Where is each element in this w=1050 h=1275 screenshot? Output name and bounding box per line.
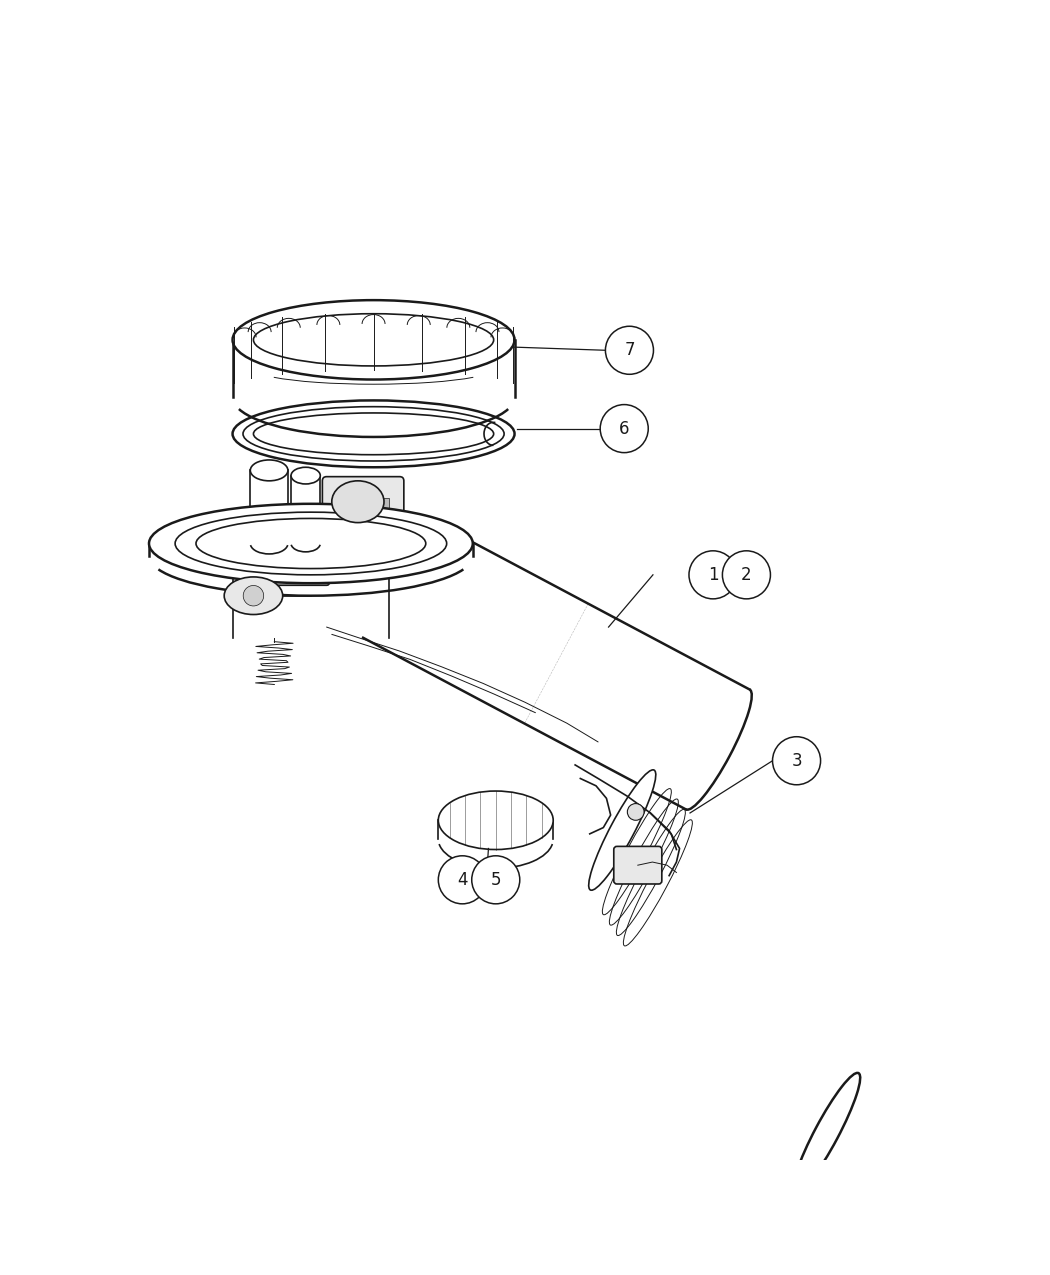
Text: 3: 3 — [792, 752, 802, 770]
Text: 5: 5 — [490, 871, 501, 889]
Ellipse shape — [291, 467, 320, 484]
Circle shape — [438, 856, 486, 904]
Ellipse shape — [793, 1072, 860, 1193]
Ellipse shape — [149, 504, 472, 583]
FancyBboxPatch shape — [322, 477, 404, 529]
Circle shape — [329, 557, 350, 578]
Ellipse shape — [250, 460, 288, 481]
Bar — [376, 499, 388, 518]
Text: 7: 7 — [624, 342, 634, 360]
Text: 4: 4 — [457, 871, 467, 889]
FancyBboxPatch shape — [614, 847, 662, 884]
Text: 2: 2 — [741, 566, 752, 584]
Ellipse shape — [232, 300, 514, 380]
Ellipse shape — [225, 576, 282, 615]
Bar — [333, 499, 345, 518]
Circle shape — [722, 551, 771, 599]
Circle shape — [773, 737, 821, 785]
FancyBboxPatch shape — [266, 550, 330, 585]
Circle shape — [601, 404, 648, 453]
Text: 1: 1 — [708, 566, 718, 584]
Bar — [355, 499, 368, 518]
Circle shape — [244, 585, 264, 606]
Ellipse shape — [589, 770, 656, 890]
Circle shape — [606, 326, 653, 375]
Ellipse shape — [332, 481, 384, 523]
Circle shape — [689, 551, 737, 599]
Circle shape — [627, 803, 644, 820]
Text: 6: 6 — [618, 419, 629, 437]
Ellipse shape — [438, 790, 553, 849]
Circle shape — [471, 856, 520, 904]
